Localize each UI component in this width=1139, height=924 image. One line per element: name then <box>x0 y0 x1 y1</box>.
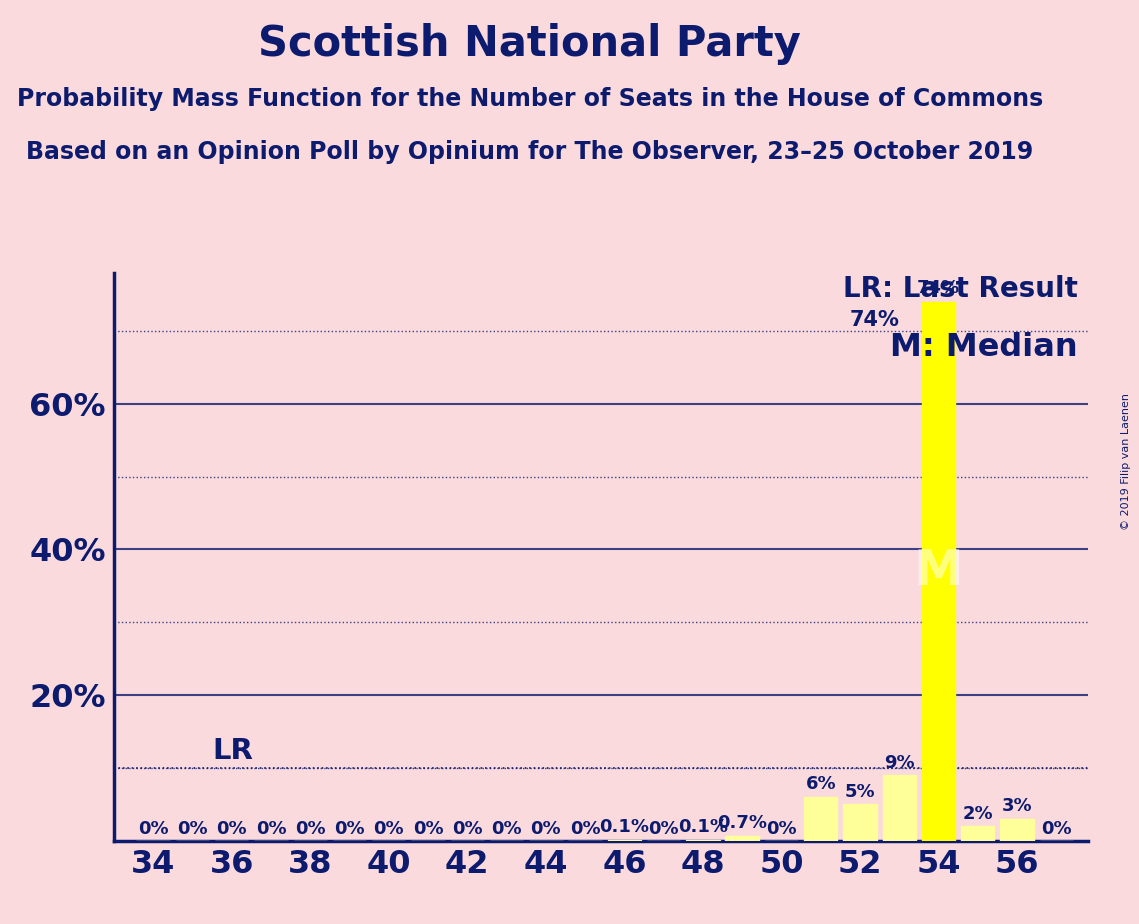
Bar <box>883 775 916 841</box>
Text: Scottish National Party: Scottish National Party <box>259 23 801 65</box>
Text: M: M <box>913 547 964 595</box>
Text: 0%: 0% <box>1041 820 1072 838</box>
Text: 74%: 74% <box>917 279 960 297</box>
Text: 0%: 0% <box>412 820 443 838</box>
Text: 0%: 0% <box>491 820 522 838</box>
Text: 74%: 74% <box>850 310 899 330</box>
Bar <box>1000 819 1034 841</box>
Text: 0.7%: 0.7% <box>718 814 768 833</box>
Text: 3%: 3% <box>1001 797 1032 815</box>
Text: LR: Last Result: LR: Last Result <box>843 275 1077 303</box>
Bar <box>921 302 956 841</box>
Text: 0%: 0% <box>334 820 364 838</box>
Text: 0%: 0% <box>452 820 483 838</box>
Text: 5%: 5% <box>845 783 875 801</box>
Text: 0%: 0% <box>648 820 679 838</box>
Text: 2%: 2% <box>962 805 993 822</box>
Text: 0%: 0% <box>374 820 404 838</box>
Text: 0.1%: 0.1% <box>599 819 649 836</box>
Text: 0%: 0% <box>138 820 169 838</box>
Text: Based on an Opinion Poll by Opinium for The Observer, 23–25 October 2019: Based on an Opinion Poll by Opinium for … <box>26 140 1033 164</box>
Bar <box>726 835 759 841</box>
Text: 0%: 0% <box>767 820 797 838</box>
Text: 0%: 0% <box>531 820 562 838</box>
Text: M: Median: M: Median <box>891 333 1077 363</box>
Text: 0.1%: 0.1% <box>678 819 728 836</box>
Text: 0%: 0% <box>295 820 326 838</box>
Text: 9%: 9% <box>884 754 915 772</box>
Text: 0%: 0% <box>570 820 600 838</box>
Text: LR: LR <box>212 737 253 765</box>
Text: Probability Mass Function for the Number of Seats in the House of Commons: Probability Mass Function for the Number… <box>16 87 1043 111</box>
Bar <box>843 805 877 841</box>
Bar <box>804 797 837 841</box>
Text: 0%: 0% <box>216 820 247 838</box>
Text: © 2019 Filip van Laenen: © 2019 Filip van Laenen <box>1121 394 1131 530</box>
Text: 6%: 6% <box>805 775 836 794</box>
Text: 0%: 0% <box>178 820 207 838</box>
Bar <box>961 826 994 841</box>
Text: 0%: 0% <box>255 820 286 838</box>
